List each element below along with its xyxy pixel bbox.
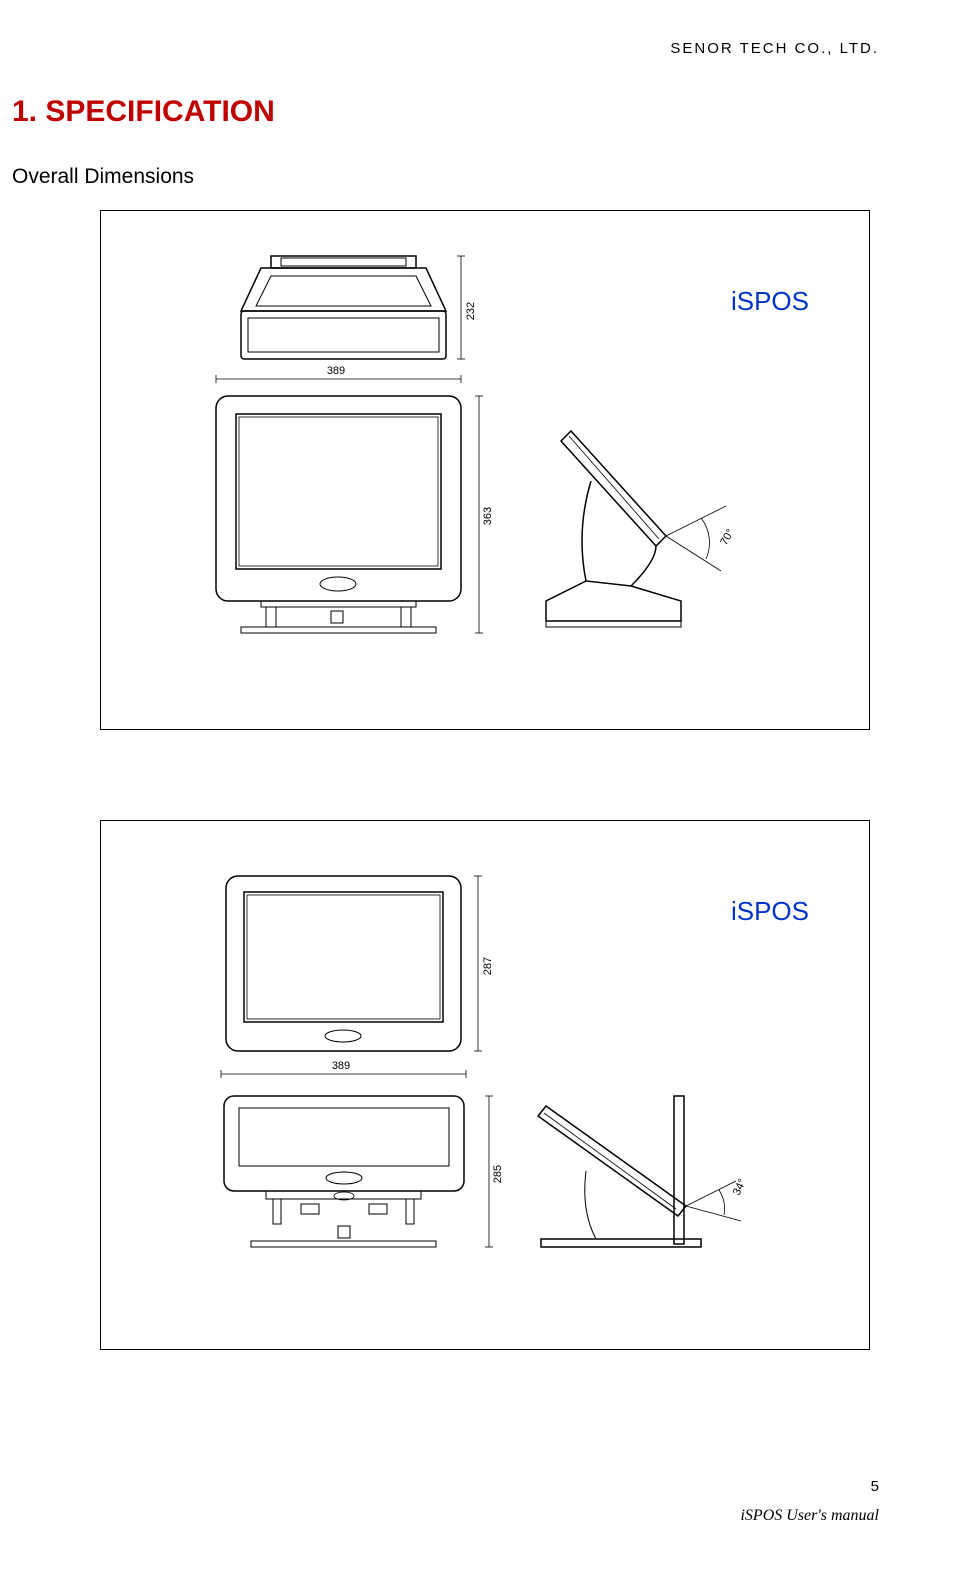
page-number: 5 — [871, 1478, 879, 1495]
svg-text:389: 389 — [332, 1060, 350, 1072]
header-company: SENOR TECH CO., LTD. — [670, 40, 879, 57]
svg-text:389: 389 — [327, 365, 345, 377]
technical-drawing-upper: 232 389 3 — [101, 211, 871, 731]
footer-manual-text: iSPOS User's manual — [740, 1507, 879, 1525]
diagram-box-lower: iSPOS 287 389 — [100, 820, 870, 1350]
svg-text:34°: 34° — [731, 1177, 749, 1197]
svg-text:287: 287 — [482, 957, 494, 975]
diagram-box-upper: iSPOS 232 389 — [100, 210, 870, 730]
svg-text:70°: 70° — [718, 527, 737, 547]
technical-drawing-lower: 287 389 — [101, 821, 871, 1351]
section-title: 1. SPECIFICATION — [12, 95, 275, 129]
subsection-heading: Overall Dimensions — [12, 165, 194, 189]
svg-text:363: 363 — [482, 507, 494, 525]
svg-text:285: 285 — [492, 1165, 504, 1183]
svg-text:232: 232 — [465, 302, 477, 320]
